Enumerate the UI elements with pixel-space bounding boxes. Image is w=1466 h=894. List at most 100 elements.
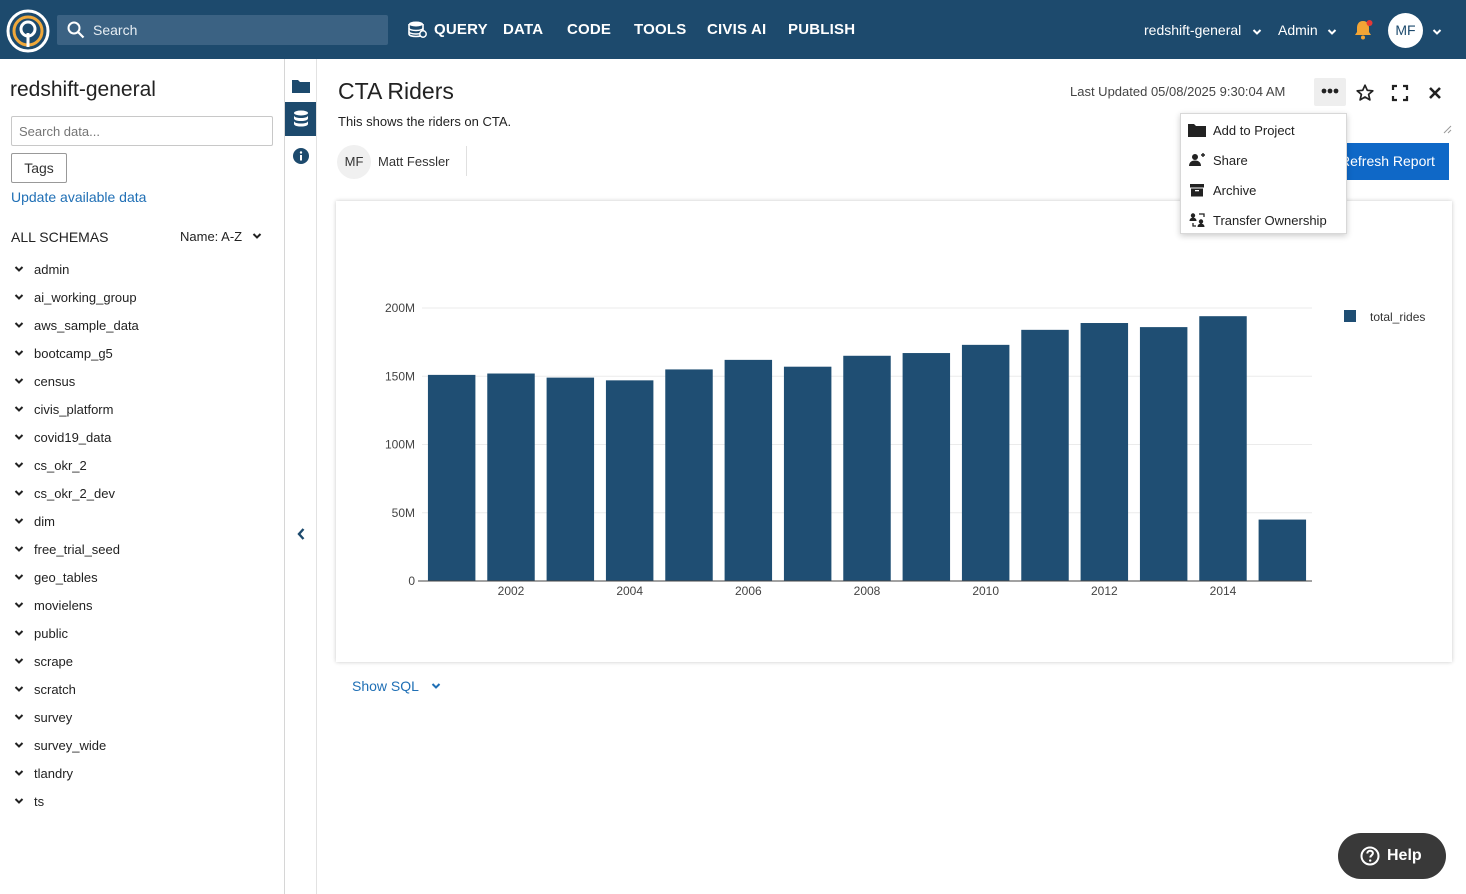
- collapse-sidebar-icon[interactable]: [296, 527, 306, 541]
- schema-item[interactable]: census: [14, 367, 274, 395]
- bar-chart: 0 50M 100M 150M 200M 2002 2004 2006 2008 2010 2012…: [385, 301, 1425, 598]
- schema-item[interactable]: dim: [14, 507, 274, 535]
- share-user-icon: [1189, 153, 1205, 166]
- folder-icon: [1188, 124, 1206, 137]
- schema-label: ai_working_group: [34, 289, 137, 305]
- archive-icon: [1190, 184, 1204, 197]
- nav-tools[interactable]: TOOLS: [634, 21, 687, 38]
- bar: [1021, 329, 1069, 581]
- nav-data[interactable]: DATA: [503, 21, 544, 38]
- nav-code[interactable]: CODE: [567, 21, 612, 38]
- tags-button[interactable]: Tags: [11, 153, 67, 183]
- show-sql-label: Show SQL: [352, 678, 419, 694]
- schema-item[interactable]: public: [14, 619, 274, 647]
- chevron-down-icon: [14, 350, 24, 356]
- schema-item[interactable]: geo_tables: [14, 563, 274, 591]
- nav-publish[interactable]: PUBLISH: [788, 21, 856, 38]
- bar: [1080, 323, 1129, 581]
- database-selector[interactable]: redshift-general: [1144, 22, 1242, 38]
- bar: [783, 366, 832, 581]
- schema-item[interactable]: survey: [14, 703, 274, 731]
- chevron-down-icon: [1327, 29, 1337, 35]
- sidebar-title: redshift-general: [10, 78, 156, 101]
- role-selector[interactable]: Admin: [1278, 22, 1318, 38]
- resize-handle-icon: [1443, 125, 1452, 134]
- chevron-down-icon: [14, 574, 24, 580]
- help-circle-icon: [1360, 846, 1380, 866]
- y-tick-label: 100M: [385, 438, 415, 452]
- x-tick-label: 2004: [616, 584, 643, 598]
- bar: [427, 374, 476, 581]
- schema-item[interactable]: survey_wide: [14, 731, 274, 759]
- bar: [1258, 519, 1307, 581]
- database-query-icon: [408, 21, 427, 38]
- chevron-down-icon: [14, 490, 24, 496]
- data-sidebar: redshift-general Tags Update available d…: [0, 59, 285, 894]
- schema-item[interactable]: scratch: [14, 675, 274, 703]
- schema-item[interactable]: ai_working_group: [14, 283, 274, 311]
- chevron-down-icon: [14, 630, 24, 636]
- nav-civis-ai[interactable]: CIVIS AI: [707, 21, 767, 38]
- schema-item[interactable]: bootcamp_g5: [14, 339, 274, 367]
- menu-archive[interactable]: Archive: [1181, 175, 1346, 205]
- chevron-down-icon: [14, 546, 24, 552]
- sort-select[interactable]: Name: A-Z: [180, 229, 262, 244]
- schema-item[interactable]: movielens: [14, 591, 274, 619]
- more-actions-button[interactable]: [1314, 78, 1346, 106]
- schema-label: dim: [34, 513, 55, 529]
- close-icon[interactable]: [1426, 84, 1444, 102]
- schema-label: scrape: [34, 653, 74, 669]
- help-button[interactable]: Help: [1338, 833, 1446, 879]
- search-data-input[interactable]: [11, 116, 273, 146]
- user-avatar[interactable]: MF: [1388, 13, 1423, 48]
- x-tick-label: 2006: [735, 584, 762, 598]
- refresh-report-button[interactable]: Refresh Report: [1330, 143, 1449, 180]
- nav-query[interactable]: QUERY: [434, 21, 488, 38]
- schema-item[interactable]: scrape: [14, 647, 274, 675]
- schema-label: cs_okr_2_dev: [34, 485, 115, 501]
- menu-share[interactable]: Share: [1181, 145, 1346, 175]
- menu-transfer-ownership[interactable]: Transfer Ownership: [1181, 205, 1346, 235]
- global-search-input[interactable]: Search: [57, 15, 388, 45]
- chevron-down-icon: [14, 602, 24, 608]
- chevron-down-icon[interactable]: [1432, 27, 1442, 37]
- folder-icon: [291, 79, 310, 93]
- x-tick-label: 2008: [854, 584, 881, 598]
- menu-item-label: Add to Project: [1213, 122, 1295, 138]
- schema-label: census: [34, 373, 76, 389]
- top-nav: Search QUERY DATA CODE TOOLS CIVIS AI PU…: [0, 0, 1466, 59]
- chevron-down-icon: [14, 770, 24, 776]
- expand-icon[interactable]: [1391, 84, 1409, 102]
- notification-bell-icon[interactable]: [1352, 19, 1374, 41]
- chevron-down-icon: [14, 658, 24, 664]
- schema-item[interactable]: aws_sample_data: [14, 311, 274, 339]
- bar: [724, 359, 773, 581]
- rail-info-button[interactable]: [285, 139, 316, 173]
- chevron-down-icon: [432, 683, 441, 689]
- schema-label: covid19_data: [34, 429, 112, 445]
- civis-logo-icon[interactable]: [6, 9, 50, 53]
- schema-item[interactable]: admin: [14, 255, 274, 283]
- menu-add-to-project[interactable]: Add to Project: [1181, 115, 1346, 145]
- schema-item[interactable]: cs_okr_2_dev: [14, 479, 274, 507]
- y-tick-label: 200M: [385, 301, 415, 315]
- database-icon: [293, 110, 308, 127]
- schema-item[interactable]: free_trial_seed: [14, 535, 274, 563]
- bar: [487, 373, 535, 581]
- chevron-down-icon: [14, 266, 24, 272]
- rail-projects-button[interactable]: [285, 68, 316, 102]
- report-description: This shows the riders on CTA.: [338, 114, 512, 129]
- rail-data-button[interactable]: [285, 102, 316, 136]
- menu-item-label: Transfer Ownership: [1213, 212, 1327, 228]
- schema-item[interactable]: ts: [14, 787, 274, 815]
- chart-card: 0 50M 100M 150M 200M 2002 2004 2006 2008 2010 2012…: [336, 201, 1452, 662]
- schema-label: public: [34, 625, 68, 641]
- schema-item[interactable]: tlandry: [14, 759, 274, 787]
- schema-label: scratch: [34, 681, 76, 697]
- schema-item[interactable]: covid19_data: [14, 423, 274, 451]
- show-sql-toggle[interactable]: Show SQL: [352, 678, 441, 694]
- star-icon[interactable]: [1356, 84, 1374, 102]
- schema-item[interactable]: cs_okr_2: [14, 451, 274, 479]
- schema-item[interactable]: civis_platform: [14, 395, 274, 423]
- update-available-data-link[interactable]: Update available data: [11, 189, 147, 205]
